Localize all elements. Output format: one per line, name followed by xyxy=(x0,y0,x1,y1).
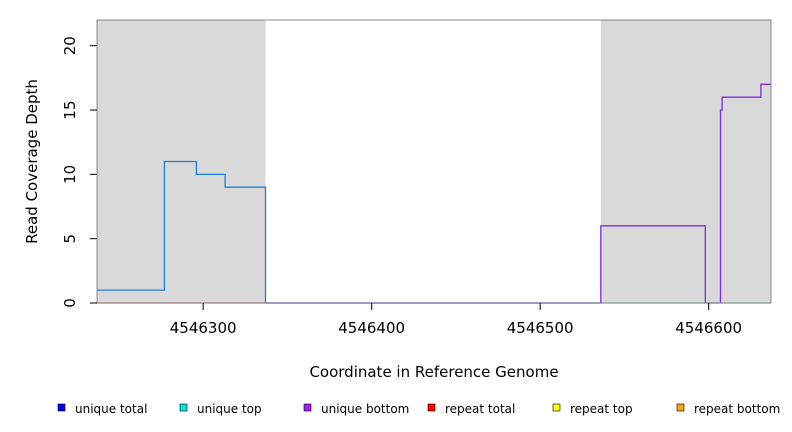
legend-swatch xyxy=(179,403,188,412)
legend-swatch xyxy=(57,403,66,412)
x-axis-title: Coordinate in Reference Genome xyxy=(309,363,558,381)
x-tick-label: 4546500 xyxy=(507,319,574,337)
legend-swatch xyxy=(552,403,561,412)
y-tick-label: 10 xyxy=(61,165,79,184)
y-tick-label: 5 xyxy=(61,234,79,244)
legend-swatch xyxy=(676,403,685,412)
legend-label: unique bottom xyxy=(321,402,409,416)
legend-swatch xyxy=(427,403,436,412)
legend-label: repeat total xyxy=(445,402,515,416)
legend-label: repeat top xyxy=(570,402,633,416)
x-axis-ticks: 4546300 4546400 4546500 4546600 xyxy=(170,303,742,337)
legend-label: repeat bottom xyxy=(694,402,780,416)
x-tick-label: 4546600 xyxy=(675,319,742,337)
legend-swatch xyxy=(303,403,312,412)
x-tick-label: 4546400 xyxy=(338,319,405,337)
legend-label: unique total xyxy=(75,402,147,416)
y-tick-label: 0 xyxy=(61,298,79,308)
shaded-region-1 xyxy=(600,20,771,303)
legend-label: unique top xyxy=(197,402,262,416)
legend: unique total unique top unique bottom repea… xyxy=(57,402,780,416)
y-axis-title: Read Coverage Depth xyxy=(23,79,41,244)
y-tick-label: 20 xyxy=(61,36,79,55)
y-tick-label: 15 xyxy=(61,100,79,119)
plot-frame xyxy=(96,19,772,304)
series-line-1 xyxy=(265,83,771,304)
x-tick-label: 4546300 xyxy=(170,319,237,337)
series-line-0 xyxy=(97,160,601,304)
y-axis-ticks: 0 5 10 15 20 xyxy=(61,36,97,308)
shaded-regions xyxy=(97,20,771,303)
